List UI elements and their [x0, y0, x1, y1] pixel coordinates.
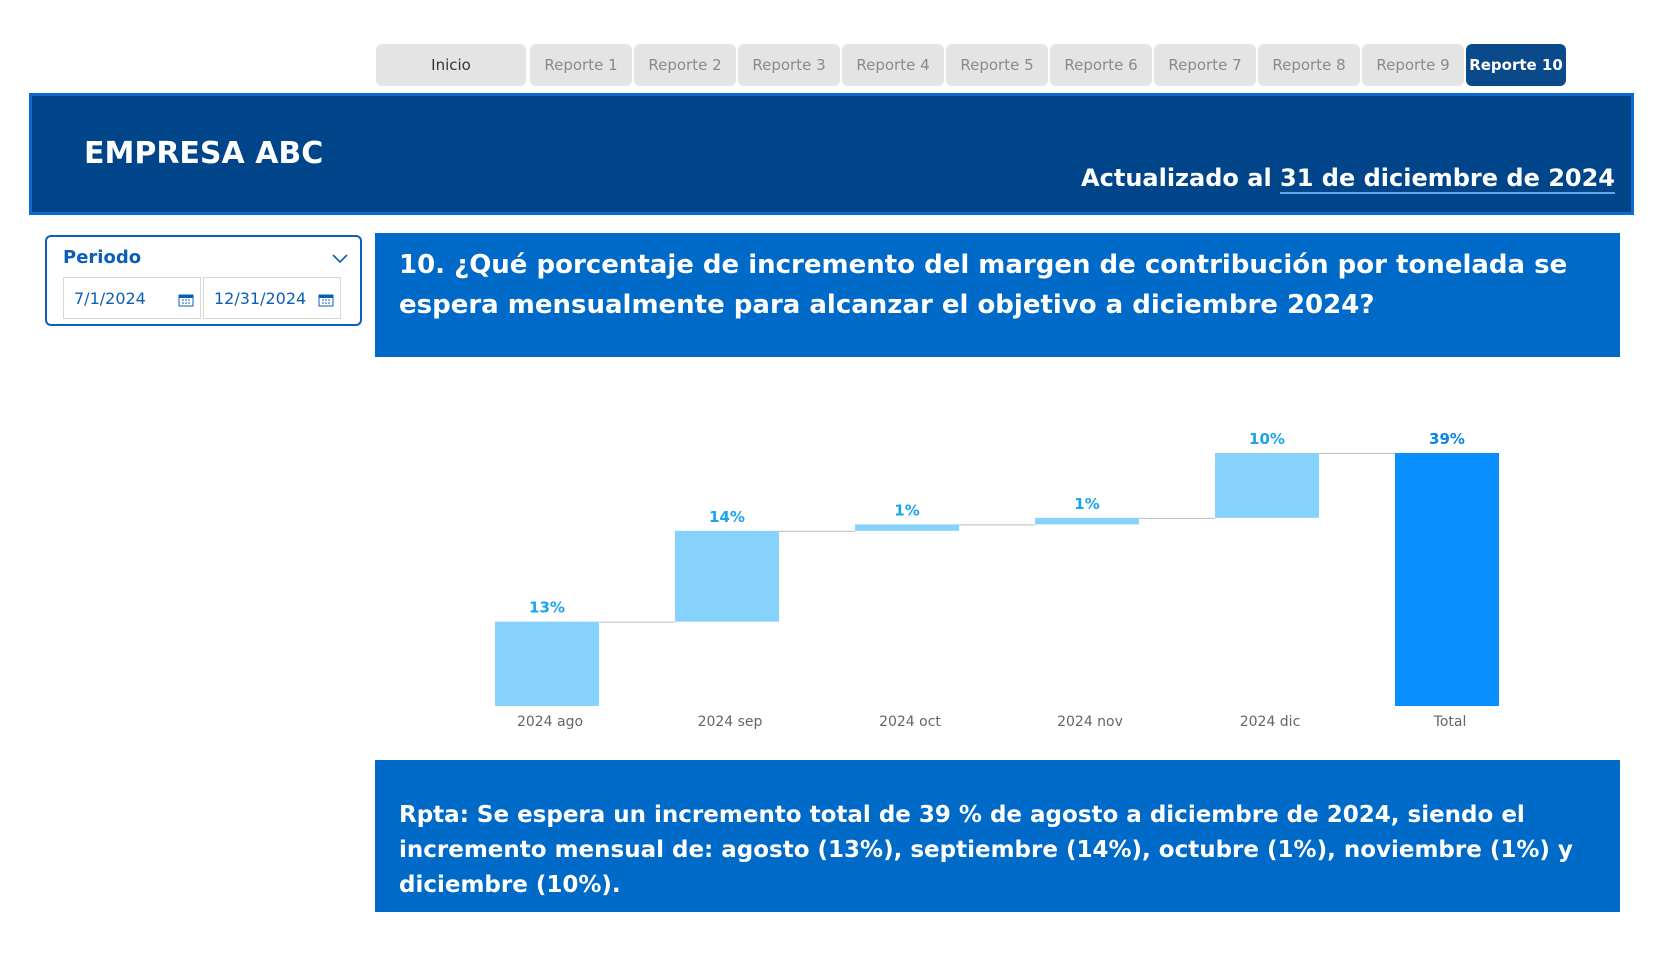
answer-panel: Rpta: Se espera un incremento total de 3…: [375, 760, 1620, 912]
data-label: 1%: [894, 501, 919, 519]
question-panel: 10. ¿Qué porcentaje de incremento del ma…: [375, 233, 1620, 357]
tab-reporte-4[interactable]: Reporte 4: [842, 44, 944, 86]
tab-inicio[interactable]: Inicio: [376, 44, 526, 86]
tab-reporte-6[interactable]: Reporte 6: [1050, 44, 1152, 86]
start-date-value: 7/1/2024: [74, 288, 146, 308]
bar-increase: [675, 530, 779, 622]
question-text: 10. ¿Qué porcentaje de incremento del ma…: [399, 250, 1568, 320]
data-label: 39%: [1429, 430, 1465, 448]
category-label: 2024 ago: [517, 714, 583, 730]
company-name: EMPRESA ABC: [84, 136, 324, 171]
tab-reporte-5[interactable]: Reporte 5: [946, 44, 1048, 86]
end-date-input[interactable]: 12/31/2024: [203, 277, 341, 319]
header-banner: EMPRESA ABC Actualizado al 31 de diciemb…: [29, 93, 1634, 215]
data-label: 13%: [529, 599, 565, 617]
bar-total: [1395, 453, 1499, 706]
chevron-down-icon[interactable]: [332, 249, 348, 268]
category-label: 2024 sep: [698, 714, 763, 730]
data-label: 1%: [1074, 495, 1099, 513]
updated-date: 31 de diciembre de 2024: [1280, 164, 1615, 194]
tab-reporte-1[interactable]: Reporte 1: [530, 44, 632, 86]
tab-reporte-10[interactable]: Reporte 10: [1466, 44, 1566, 86]
answer-text: Rpta: Se espera un incremento total de 3…: [399, 802, 1573, 898]
period-filter[interactable]: Periodo 7/1/2024 12/31/2024: [45, 235, 362, 326]
bar-increase: [1035, 517, 1139, 525]
end-date-value: 12/31/2024: [214, 288, 307, 308]
tab-reporte-2[interactable]: Reporte 2: [634, 44, 736, 86]
updated-prefix: Actualizado al: [1081, 164, 1272, 192]
data-label: 10%: [1249, 430, 1285, 448]
category-label: 2024 nov: [1057, 714, 1123, 730]
start-date-input[interactable]: 7/1/2024: [63, 277, 201, 319]
category-label: 2024 dic: [1240, 714, 1301, 730]
tab-reporte-3[interactable]: Reporte 3: [738, 44, 840, 86]
category-label: Total: [1433, 714, 1467, 730]
calendar-icon[interactable]: [318, 292, 334, 311]
tab-reporte-7[interactable]: Reporte 7: [1154, 44, 1256, 86]
category-label: 2024 oct: [879, 714, 941, 730]
tab-reporte-8[interactable]: Reporte 8: [1258, 44, 1360, 86]
waterfall-chart: 13% 2024 ago 14% 2024 sep 1% 2024 oct 1% 2024 n…: [495, 430, 1499, 730]
updated-text: Actualizado al 31 de diciembre de 2024: [1081, 164, 1615, 194]
calendar-icon[interactable]: [178, 292, 194, 311]
period-filter-title: Periodo: [63, 247, 142, 268]
tab-reporte-9[interactable]: Reporte 9: [1362, 44, 1464, 86]
data-label: 14%: [709, 508, 745, 526]
bar-increase: [1215, 453, 1319, 518]
bar-increase: [855, 524, 959, 531]
bar-increase: [495, 621, 599, 706]
